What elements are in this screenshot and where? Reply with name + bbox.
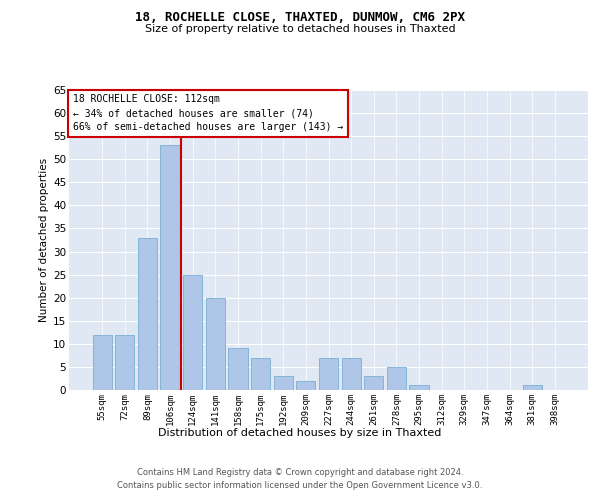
Bar (160, 146, 180, 390)
Bar (206, 298, 225, 390)
Text: 18 ROCHELLE CLOSE: 112sqm
← 34% of detached houses are smaller (74)
66% of semi-: 18 ROCHELLE CLOSE: 112sqm ← 34% of detac… (73, 94, 343, 132)
Text: 18, ROCHELLE CLOSE, THAXTED, DUNMOW, CM6 2PX: 18, ROCHELLE CLOSE, THAXTED, DUNMOW, CM6… (135, 11, 465, 24)
Bar (115, 334, 134, 390)
Bar (229, 348, 248, 390)
Bar (319, 358, 338, 390)
Bar (251, 358, 270, 390)
Bar (523, 386, 542, 390)
Bar (341, 358, 361, 390)
Text: Contains public sector information licensed under the Open Government Licence v3: Contains public sector information licen… (118, 480, 482, 490)
Text: Distribution of detached houses by size in Thaxted: Distribution of detached houses by size … (158, 428, 442, 438)
Bar (92, 334, 112, 390)
Bar (183, 274, 202, 390)
Text: Size of property relative to detached houses in Thaxted: Size of property relative to detached ho… (145, 24, 455, 34)
Bar (296, 381, 316, 390)
Bar (138, 238, 157, 390)
Text: Contains HM Land Registry data © Crown copyright and database right 2024.: Contains HM Land Registry data © Crown c… (137, 468, 463, 477)
Y-axis label: Number of detached properties: Number of detached properties (39, 158, 49, 322)
Bar (409, 386, 428, 390)
Bar (274, 376, 293, 390)
Bar (364, 376, 383, 390)
Bar (387, 367, 406, 390)
